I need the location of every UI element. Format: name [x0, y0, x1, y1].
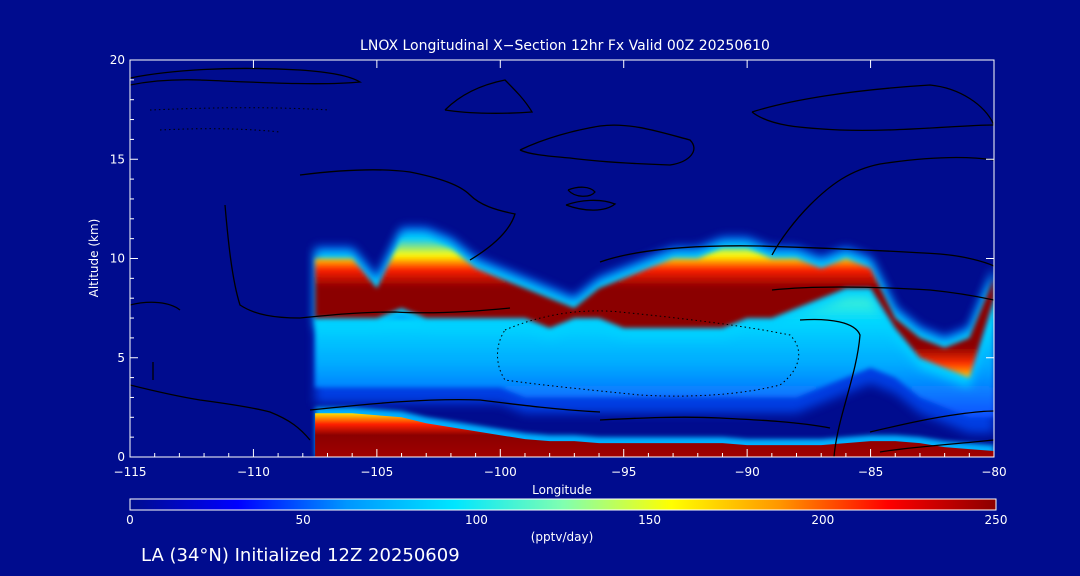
- colorbar-tick-label: 150: [638, 513, 661, 527]
- contour-line: [869, 410, 994, 433]
- contour-line: [599, 416, 831, 429]
- contour-line: [444, 79, 534, 114]
- y-tick-label: 5: [117, 351, 125, 365]
- x-tick-label: −105: [360, 465, 393, 479]
- x-tick-label: −85: [858, 465, 883, 479]
- contour-line: [599, 245, 994, 267]
- contour-line: [130, 301, 181, 311]
- y-tick-label: 20: [110, 53, 125, 67]
- contour-line: [799, 318, 861, 457]
- y-tick-label: 10: [110, 252, 125, 266]
- contour-line: [497, 310, 800, 397]
- x-tick-label: −95: [611, 465, 636, 479]
- dotted-contour-lines: [149, 107, 800, 397]
- colorbar-tick-label: 250: [985, 513, 1008, 527]
- contour-lines: [130, 67, 994, 457]
- chart-title: LNOX Longitudinal X−Section 12hr Fx Vali…: [360, 38, 770, 54]
- colorbar-unit-label: (pptv/day): [531, 530, 594, 544]
- y-axis: 0 5 10 15 20: [110, 53, 994, 464]
- x-axis-label: Longitude: [532, 483, 592, 497]
- contour-line: [771, 286, 994, 301]
- lower-layer-band: [315, 413, 994, 457]
- y-tick-label: 15: [110, 152, 125, 166]
- contour-line: [771, 156, 994, 256]
- colorbar-tick-label: 100: [465, 513, 488, 527]
- x-tick-label: −115: [114, 465, 147, 479]
- x-tick-label: −110: [237, 465, 270, 479]
- contour-line: [519, 124, 695, 166]
- colorbar-tick-label: 50: [296, 513, 311, 527]
- contour-line: [879, 439, 994, 453]
- x-tick-label: −80: [981, 465, 1006, 479]
- colorbar-ticks: 0 50 100 150 200 250: [126, 513, 1007, 527]
- contour-line: [130, 67, 363, 86]
- y-tick-label: 0: [117, 450, 125, 464]
- colorbar: 0 50 100 150 200 250 (pptv/day): [126, 498, 1007, 544]
- init-info-text: LA (34°N) Initialized 12Z 20250609: [141, 545, 460, 566]
- colorbar-tick-label: 0: [126, 513, 134, 527]
- contour-line: [299, 307, 511, 319]
- contour-line: [224, 204, 301, 319]
- contour-line: [299, 169, 516, 261]
- x-tick-label: −90: [734, 465, 759, 479]
- y-axis-label: Altitude (km): [87, 219, 101, 298]
- x-axis: −115 −110 −105 −100 −95 −90 −85 −80: [114, 60, 1007, 479]
- contour-line: [309, 399, 601, 413]
- contour-line: [567, 186, 596, 197]
- colorbar-bar: [129, 498, 997, 511]
- upper-layer-band: [315, 238, 994, 378]
- contour-line: [130, 384, 311, 441]
- contour-line: [149, 107, 331, 111]
- data-field: [315, 226, 994, 457]
- contour-line: [565, 199, 617, 211]
- colorbar-tick-label: 200: [811, 513, 834, 527]
- x-tick-label: −100: [484, 465, 517, 479]
